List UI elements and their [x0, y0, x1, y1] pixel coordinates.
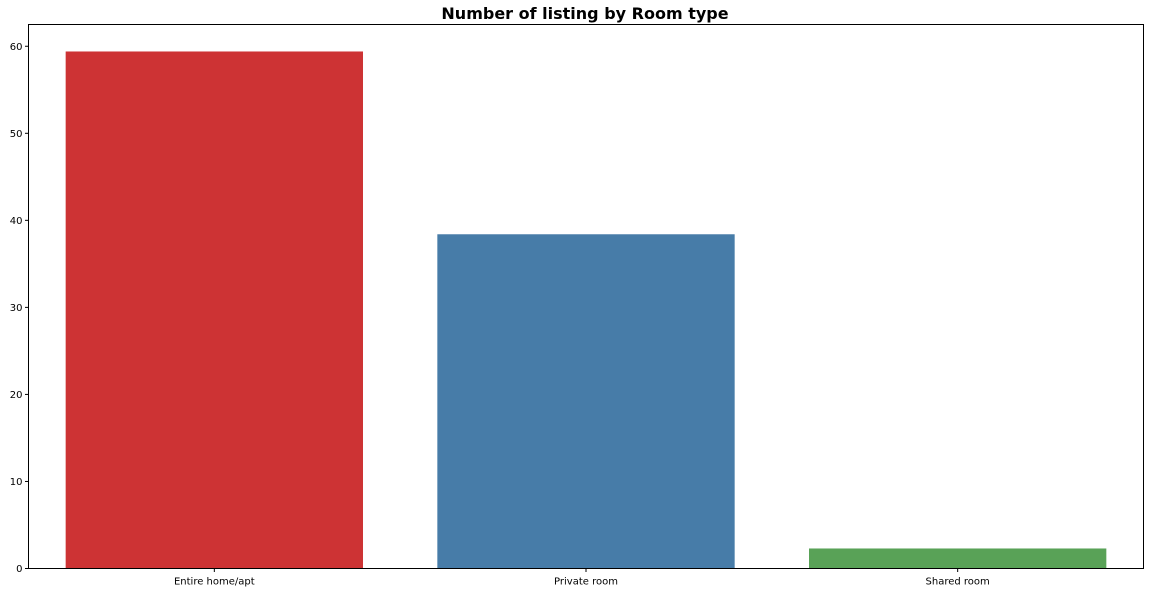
y-tick-label: 30: [10, 303, 23, 314]
y-tick-label: 60: [10, 42, 23, 53]
y-tick-label: 0: [16, 564, 22, 575]
y-tick-label: 40: [10, 216, 23, 227]
x-tick-label: Private room: [554, 577, 618, 588]
y-tick-label: 50: [10, 129, 23, 140]
x-axis: Entire home/apt Private room Shared room: [174, 568, 990, 588]
bar-entire-home-apt: [65, 51, 364, 569]
y-axis: 0 10 20 30 40 50 60: [10, 42, 29, 575]
bars-group: [65, 51, 1107, 569]
plot-area-frame: [28, 24, 1144, 569]
bar-private-room: [437, 234, 735, 569]
y-tick-label: 10: [10, 477, 23, 488]
x-tick-label: Shared room: [926, 577, 990, 588]
bar-shared-room: [809, 548, 1107, 569]
x-tick-label: Entire home/apt: [174, 577, 255, 588]
y-tick-label: 20: [10, 390, 23, 401]
chart-title: Number of listing by Room type: [441, 4, 728, 23]
